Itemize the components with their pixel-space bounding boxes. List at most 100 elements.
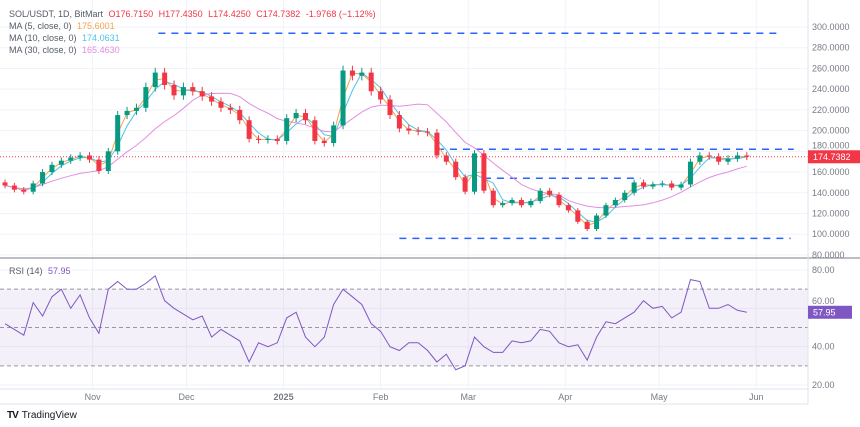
rsi-value: 57.95 (813, 307, 836, 317)
time-tick-label: Dec (179, 392, 196, 402)
candle-up (650, 184, 656, 187)
candle-down (256, 138, 262, 140)
ma30-value: 165.4630 (82, 45, 120, 55)
time-tick-label: May (651, 392, 669, 402)
time-tick-label: 2025 (274, 392, 294, 402)
candle-down (462, 177, 468, 192)
candle-down (237, 109, 243, 121)
candle-down (556, 194, 562, 206)
candles (2, 65, 750, 231)
price-tick-label: 120.0000 (812, 208, 850, 218)
price-tick-label: 200.0000 (812, 126, 850, 136)
price-tick-label: 300.0000 (812, 22, 850, 32)
tradingview-logo-icon: TV (7, 410, 19, 421)
candle-down (669, 183, 675, 188)
candle-down (575, 210, 581, 222)
price-axis[interactable]: 300.0000 280.0000 260.0000 240.0000 220.0000… (812, 22, 850, 260)
candle-down (11, 185, 17, 190)
candle-up (603, 205, 609, 216)
candle-up (500, 203, 506, 206)
candle-down (378, 91, 384, 100)
ma10-label: MA (10, close, 0) (9, 33, 77, 43)
candle-up (678, 184, 684, 188)
candle-up (612, 200, 618, 206)
ma5-value: 175.6001 (77, 21, 115, 31)
candle-up (152, 72, 158, 88)
candle-up (687, 161, 693, 185)
candle-down (547, 190, 553, 195)
symbol-legend[interactable]: SOL/USDT, 1D, BitMart O176.7150 H177.435… (9, 9, 379, 19)
candle-down (349, 70, 355, 76)
ma10-line (4, 72, 747, 223)
time-tick-label: Nov (85, 392, 102, 402)
symbol-title: SOL/USDT, 1D, BitMart (9, 9, 104, 19)
candle-up (537, 190, 543, 202)
rsi-series-line (4, 274, 747, 371)
rsi-legend[interactable]: RSI (14) 57.95 (9, 266, 74, 276)
candle-down (171, 85, 177, 96)
horizontal-levels[interactable] (0, 32, 808, 240)
candle-down (565, 205, 571, 211)
candle-up (594, 215, 600, 230)
ma10-value: 174.0631 (82, 33, 120, 43)
candle-down (218, 101, 224, 108)
candle-up (133, 107, 139, 111)
price-tick-label: 260.0000 (812, 63, 850, 73)
rsi-axis[interactable]: 80.00 60.00 40.00 20.00 (812, 265, 835, 390)
rsi-value-badge: 57.95 (808, 305, 852, 319)
candle-up (697, 155, 703, 162)
candle-up (143, 87, 149, 108)
ma10-legend[interactable]: MA (10, close, 0) 174.0631 (9, 33, 123, 43)
candle-up (40, 172, 46, 184)
ma30-legend[interactable]: MA (30, close, 0) 165.4630 (9, 45, 123, 55)
candle-down (96, 159, 102, 172)
candle-down (744, 155, 750, 157)
candle-up (68, 157, 74, 161)
price-tick-label: 220.0000 (812, 105, 850, 115)
candle-up (734, 155, 740, 159)
tradingview-logo[interactable]: TV TradingView (7, 410, 77, 421)
rsi-tick-label: 20.00 (812, 380, 835, 390)
price-tick-label: 140.0000 (812, 188, 850, 198)
candle-up (105, 151, 111, 172)
candle-down (227, 107, 233, 110)
candle-down (443, 155, 449, 162)
candle-down (716, 156, 722, 162)
candle-down (641, 182, 647, 187)
candle-down (302, 112, 308, 121)
ohlc-low: L174.4250 (208, 9, 251, 19)
candle-down (406, 128, 412, 131)
candle-up (124, 110, 130, 116)
grid (0, 0, 808, 389)
time-tick-label: Jun (749, 392, 764, 402)
candle-up (77, 155, 83, 158)
candle-down (274, 138, 280, 141)
candle-down (21, 189, 27, 192)
ma30-label: MA (30, close, 0) (9, 45, 77, 55)
candle-down (387, 99, 393, 116)
candle-down (490, 190, 496, 206)
candle-up (528, 201, 534, 206)
time-tick-label: Feb (373, 392, 389, 402)
price-tick-label: 160.0000 (812, 167, 850, 177)
last-price-value: 174.7382 (813, 152, 851, 162)
candle-down (396, 115, 402, 129)
rsi-tick-label: 80.00 (812, 265, 835, 275)
candle-down (246, 120, 252, 139)
time-axis[interactable]: Nov Dec 2025 Feb Mar Apr May Jun (85, 392, 764, 402)
candle-up (359, 72, 365, 76)
candle-up (472, 153, 477, 192)
candle-up (340, 70, 346, 126)
candle-down (209, 96, 215, 102)
candle-up (725, 158, 731, 162)
price-tick-label: 180.0000 (812, 140, 850, 150)
ma5-legend[interactable]: MA (5, close, 0) 175.6001 (9, 21, 118, 31)
candle-up (49, 164, 55, 173)
candle-up (631, 182, 637, 193)
candle-down (199, 91, 205, 97)
candle-down (321, 140, 327, 144)
candle-up (659, 183, 665, 185)
candle-up (509, 200, 515, 204)
candle-down (706, 155, 712, 157)
